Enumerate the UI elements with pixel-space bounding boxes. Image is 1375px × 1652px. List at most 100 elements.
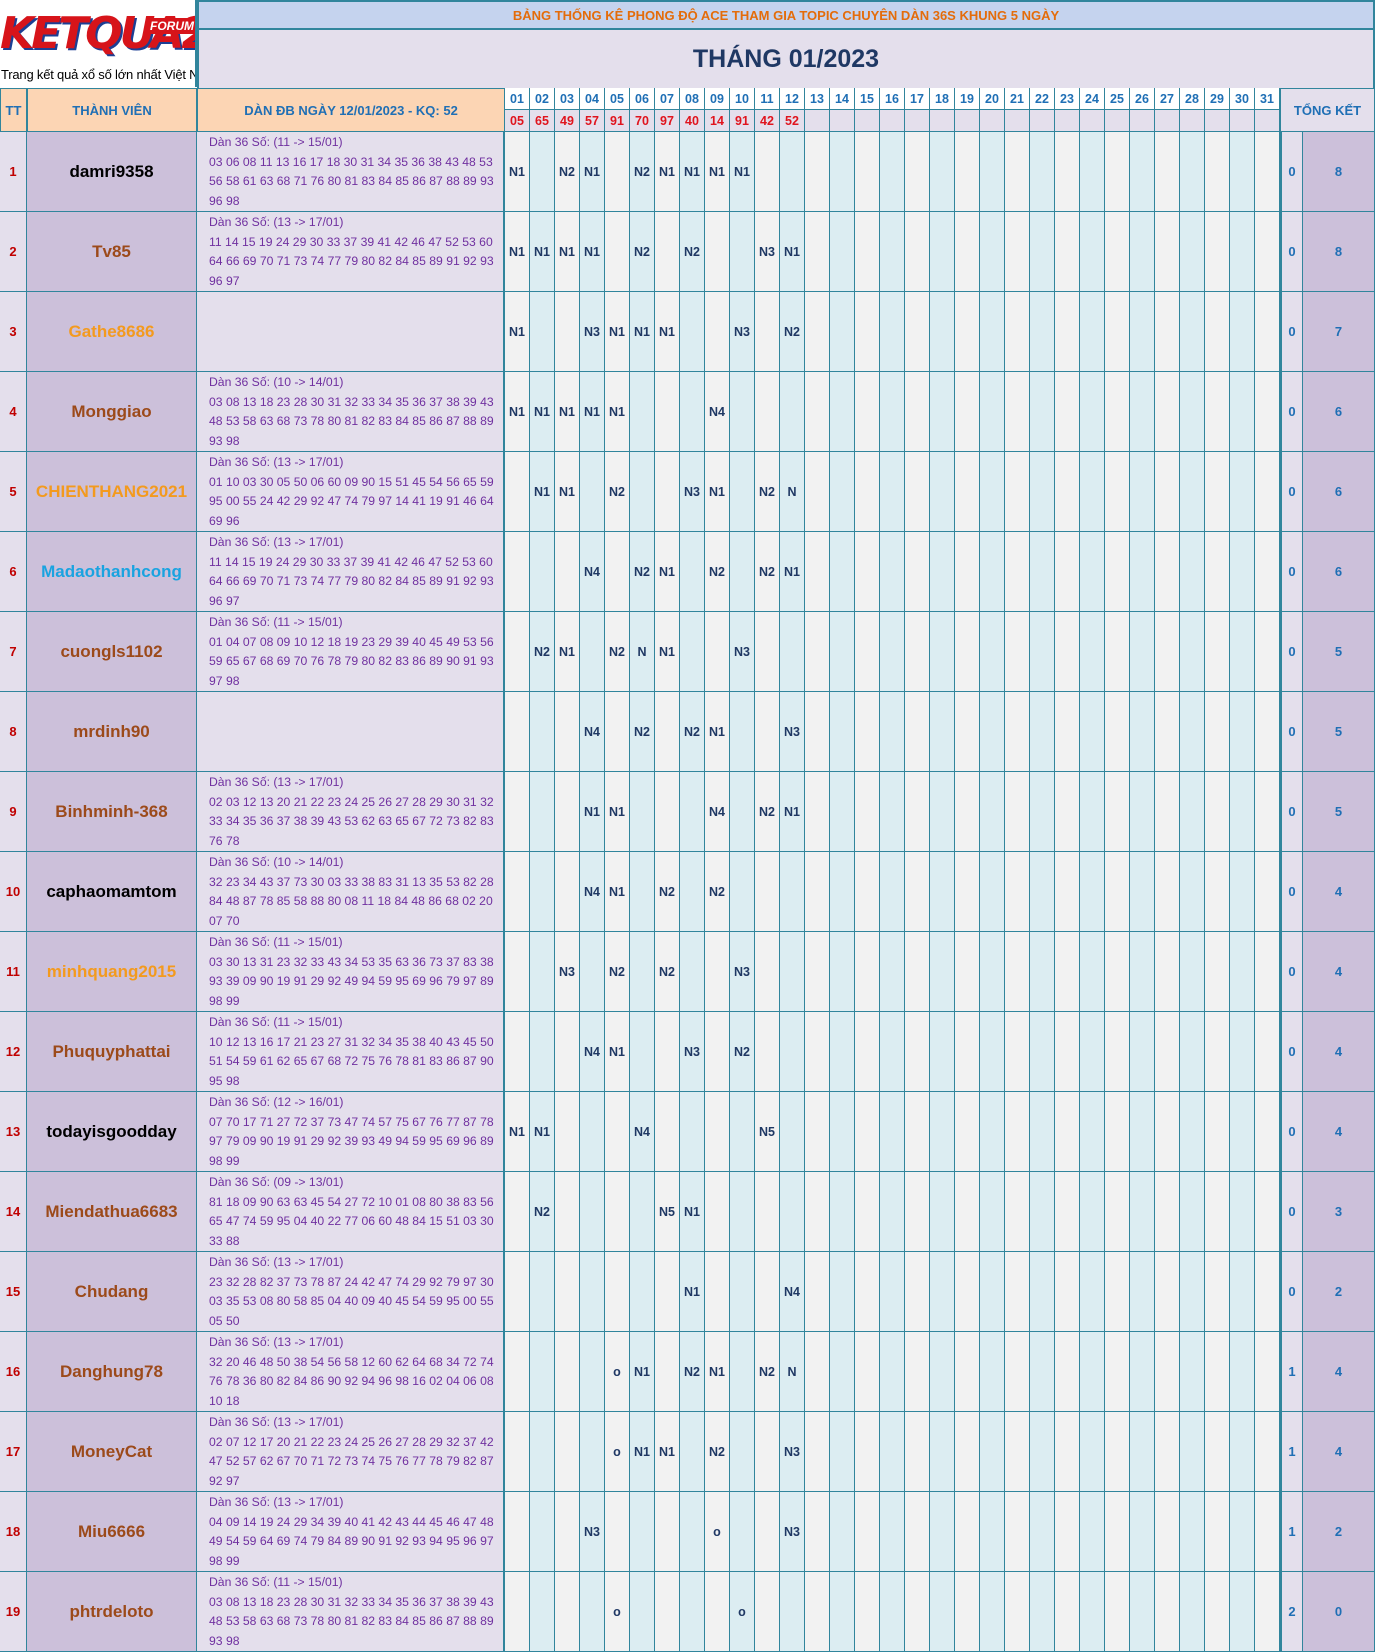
- total-b: 8: [1303, 132, 1375, 212]
- day-cell: [905, 1572, 930, 1652]
- dan-cell: Dàn 36 Số: (13 -> 17/01) 01 10 03 30 05 5…: [197, 452, 505, 532]
- day-cell: [1105, 1332, 1130, 1412]
- day-cell: [1130, 772, 1155, 852]
- day-cell: [855, 532, 880, 612]
- day-cell: N4: [630, 1092, 655, 1172]
- day-cell: [1205, 692, 1230, 772]
- day-header: 17: [905, 88, 930, 110]
- dan-cell: [197, 692, 505, 772]
- day-header: 10: [730, 88, 755, 110]
- day-cell: N3: [730, 292, 755, 372]
- day-cell: [1080, 692, 1105, 772]
- day-cell: [505, 692, 530, 772]
- day-cell: [805, 932, 830, 1012]
- day-cell: [655, 1332, 680, 1412]
- total-a: 0: [1280, 292, 1303, 372]
- day-cell: [1080, 292, 1105, 372]
- day-cell: [1205, 1492, 1230, 1572]
- dan-line: Dàn 36 Số: (09 -> 13/01): [209, 1175, 344, 1189]
- member-name: Phuquyphattai: [27, 1012, 197, 1092]
- day-cell: [830, 212, 855, 292]
- day-cell: [780, 1092, 805, 1172]
- day-cell: [1180, 532, 1205, 612]
- day-header: 16: [880, 88, 905, 110]
- day-cell: [980, 1492, 1005, 1572]
- dan-cell: Dàn 36 Số: (13 -> 17/01) 04 09 14 19 24 2…: [197, 1492, 505, 1572]
- day-cell: [1205, 1252, 1230, 1332]
- day-cell: [1180, 772, 1205, 852]
- day-cell: [1130, 1572, 1155, 1652]
- day-cell: [930, 852, 955, 932]
- day-cell: [1055, 1092, 1080, 1172]
- day-cell: [930, 1492, 955, 1572]
- result-cell: [1230, 110, 1255, 132]
- day-cell: [1230, 452, 1255, 532]
- result-cell: [1130, 110, 1155, 132]
- day-cell: [1255, 132, 1280, 212]
- dan-line: 33 88: [209, 1233, 240, 1248]
- day-cell: [880, 1092, 905, 1172]
- result-cell: [1005, 110, 1030, 132]
- result-cell: [955, 110, 980, 132]
- day-cell: [805, 452, 830, 532]
- day-cell: [930, 692, 955, 772]
- dan-line: 03 06 08 11 13 16 17 18 30 31 34 35 36 3…: [209, 154, 493, 169]
- day-cell: [1230, 212, 1255, 292]
- row-number: 13: [0, 1092, 27, 1172]
- day-cell: [580, 1332, 605, 1412]
- dan-line: 56 58 61 63 68 71 76 80 81 83 84 85 86 8…: [209, 174, 494, 188]
- day-cell: [880, 532, 905, 612]
- total-b: 4: [1303, 1412, 1375, 1492]
- member-name: todayisgoodday: [27, 1092, 197, 1172]
- day-cell: [1005, 452, 1030, 532]
- day-cell: [805, 372, 830, 452]
- day-cell: [1055, 692, 1080, 772]
- day-cell: [1155, 692, 1180, 772]
- day-cell: [980, 1252, 1005, 1332]
- day-cell: [1230, 292, 1255, 372]
- member-name: Tv85: [27, 212, 197, 292]
- day-cell: [1105, 1172, 1130, 1252]
- day-cell: [505, 452, 530, 532]
- day-cell: [705, 1092, 730, 1172]
- result-cell: 91: [730, 110, 755, 132]
- day-cell: [1130, 1172, 1155, 1252]
- day-cell: N3: [680, 1012, 705, 1092]
- day-cell: N1: [505, 1092, 530, 1172]
- dan-line: 10 18: [209, 1393, 240, 1408]
- dan-cell: Dàn 36 Số: (13 -> 17/01) 32 20 46 48 50 3…: [197, 1332, 505, 1412]
- day-cell: [905, 852, 930, 932]
- day-cell: [630, 1492, 655, 1572]
- result-cell: [830, 110, 855, 132]
- row-number: 19: [0, 1572, 27, 1652]
- result-cell: 49: [555, 110, 580, 132]
- row-number: 16: [0, 1332, 27, 1412]
- day-cell: [1255, 292, 1280, 372]
- day-cell: [755, 132, 780, 212]
- day-cell: [880, 852, 905, 932]
- day-cell: [905, 212, 930, 292]
- dan-cell: Dàn 36 Số: (13 -> 17/01) 23 32 28 82 37 7…: [197, 1252, 505, 1332]
- result-cell: [1055, 110, 1080, 132]
- day-cell: [780, 1012, 805, 1092]
- day-cell: [1105, 1572, 1130, 1652]
- day-cell: [830, 452, 855, 532]
- day-cell: [705, 1252, 730, 1332]
- day-cell: [830, 132, 855, 212]
- member-name: minhquang2015: [27, 932, 197, 1012]
- day-cell: [1130, 452, 1155, 532]
- dan-line: 48 53 58 63 68 73 78 80 81 82 83 84 85 8…: [209, 1614, 494, 1628]
- day-cell: N1: [580, 132, 605, 212]
- day-cell: [1255, 612, 1280, 692]
- day-cell: N1: [680, 1252, 705, 1332]
- total-a: 0: [1280, 132, 1303, 212]
- day-cell: [780, 612, 805, 692]
- dan-line: 93 39 09 90 19 91 29 92 49 94 59 95 69 9…: [209, 974, 494, 988]
- day-cell: [1205, 932, 1230, 1012]
- day-cell: N1: [555, 212, 580, 292]
- dan-line: 49 54 59 64 69 74 79 84 89 90 91 92 93 9…: [209, 1534, 494, 1548]
- day-cell: [905, 1252, 930, 1332]
- row-number: 2: [0, 212, 27, 292]
- row-number: 4: [0, 372, 27, 452]
- dan-cell: Dàn 36 Số: (11 -> 15/01) 03 08 13 18 23 2…: [197, 1572, 505, 1652]
